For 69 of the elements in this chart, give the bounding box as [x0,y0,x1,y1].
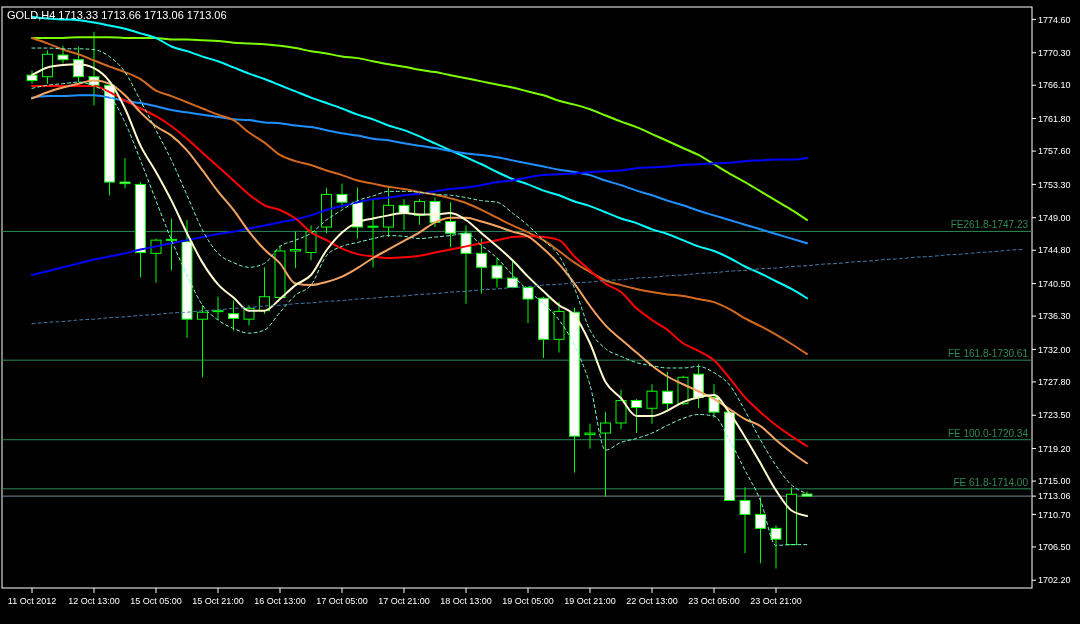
y-tick-label: 1770.30 [1038,47,1071,58]
candlestick [770,524,782,570]
candlestick [584,423,596,450]
y-tick-label: 1740.50 [1038,278,1071,289]
candlestick [197,304,208,378]
candlestick [460,224,472,305]
y-tick-label: 1732.00 [1038,344,1071,355]
y-tick-label: 1761.80 [1038,113,1071,124]
line-series [31,157,808,277]
x-tick-label: 23 Oct 21:00 [750,596,802,606]
candlestick [26,70,38,85]
candlestick [522,286,534,324]
x-tick-label: 22 Oct 13:00 [626,596,678,606]
y-tick-label: 1736.30 [1038,311,1071,322]
x-tick-label: 19 Oct 21:00 [564,596,616,606]
line-series [31,36,808,222]
candlestick [383,187,394,238]
y-tick-label: 1757.60 [1038,146,1071,157]
x-tick-label: 23 Oct 05:00 [688,596,740,606]
candlestick [119,157,131,189]
candlestick [646,383,658,425]
candlestick [739,486,751,554]
x-tick-label: 19 Oct 05:00 [502,596,554,606]
x-tick-label: 11 Oct 2012 [7,596,57,606]
candlestick [228,300,239,332]
y-tick-label: 1710.70 [1038,509,1071,520]
candlestick [507,260,518,289]
candlestick [290,231,301,269]
candlestick [212,296,224,321]
x-tick-label: 18 Oct 13:00 [440,596,492,606]
x-tick-label: 17 Oct 05:00 [316,596,368,606]
candlestick [615,389,627,430]
candlestick [57,45,69,65]
candlestick [600,411,611,498]
y-tick-label: 1706.50 [1038,542,1071,553]
y-tick-label: 1702.20 [1038,575,1071,586]
ref-line-label: FE 61.8-1714.00 [953,476,1029,488]
candlestick [755,496,766,564]
candlestick [445,201,456,248]
ref-line-label: FE 100.0-1720.34 [947,427,1029,439]
candlestick [476,238,487,295]
candlestick [336,183,348,209]
y-tick-label: 1749.00 [1038,212,1071,223]
y-tick-label: 1774.60 [1038,14,1071,25]
x-tick-label: 15 Oct 05:00 [130,596,182,606]
x-tick-label: 17 Oct 21:00 [378,596,430,606]
y-tick-label: 1713.06 [1038,491,1071,502]
x-tick-label: 16 Oct 13:00 [254,596,306,606]
y-tick-label: 1727.80 [1038,377,1071,388]
ref-line-label: FE 161.8-1730.61 [947,348,1029,360]
line-series [31,94,808,245]
candlestick [166,217,177,271]
candlestick [367,198,379,268]
y-tick-label: 1719.20 [1038,443,1071,454]
candlestick [398,198,410,231]
ref-line-label: FE261.8-1747.23 [950,219,1029,231]
y-tick-label: 1723.50 [1038,410,1071,421]
candlestick [631,398,642,434]
y-tick-label: 1715.00 [1038,476,1071,487]
x-tick-label: 12 Oct 13:00 [68,596,120,606]
y-tick-label: 1744.80 [1038,245,1071,256]
x-tick-label: 15 Oct 21:00 [192,596,244,606]
line-series [31,36,808,356]
candlestick [491,256,503,288]
candlestick [305,224,317,261]
y-tick-label: 1766.10 [1038,80,1071,91]
chart-title: GOLD,H4 1713.33 1713.66 1713.06 1713.06 [7,9,227,21]
y-tick-label: 1753.30 [1038,179,1071,190]
line-series [31,248,1025,325]
